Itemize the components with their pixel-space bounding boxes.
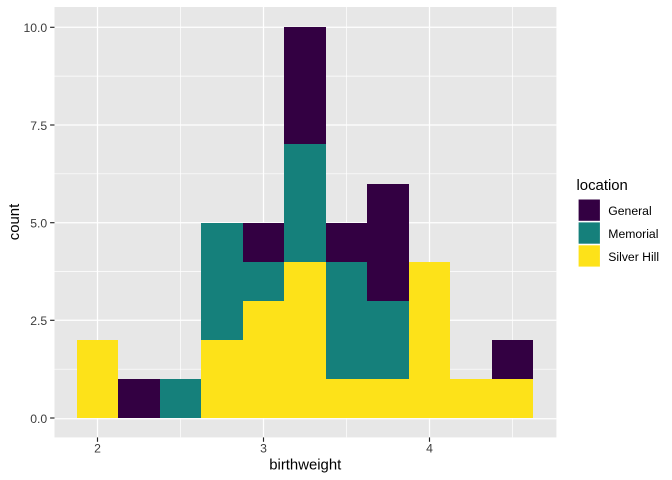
svg-text:Silver Hill: Silver Hill — [608, 250, 659, 264]
svg-text:0.0: 0.0 — [30, 412, 47, 426]
svg-text:4: 4 — [426, 441, 433, 455]
svg-text:birthweight: birthweight — [269, 458, 342, 474]
svg-text:10.0: 10.0 — [23, 21, 47, 35]
svg-text:2.5: 2.5 — [30, 314, 47, 328]
svg-text:location: location — [577, 178, 628, 194]
svg-text:Memorial: Memorial — [608, 227, 658, 241]
svg-text:5.0: 5.0 — [30, 217, 47, 231]
svg-text:General: General — [608, 204, 651, 218]
svg-text:2: 2 — [94, 441, 101, 455]
svg-text:7.5: 7.5 — [30, 119, 47, 133]
svg-text:count: count — [7, 203, 23, 240]
svg-text:3: 3 — [260, 441, 267, 455]
